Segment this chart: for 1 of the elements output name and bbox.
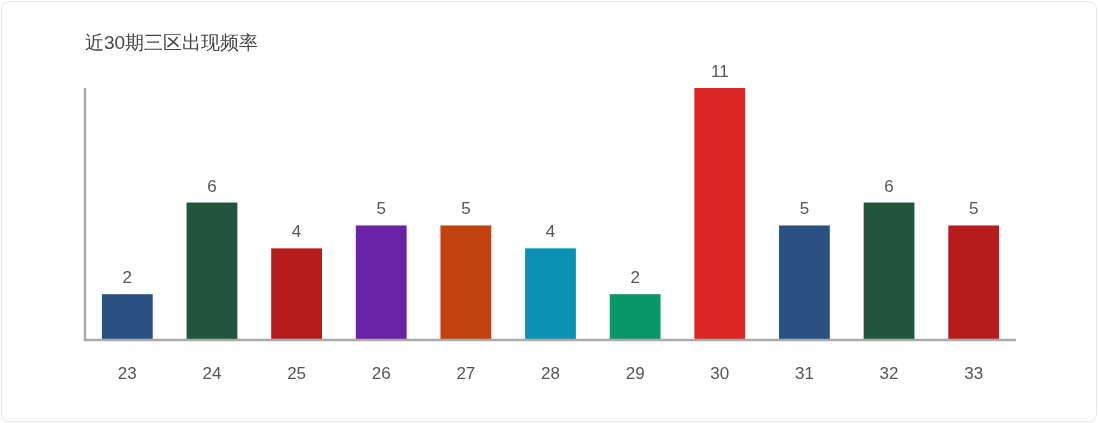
title: 近30期三区出现频率 [85, 32, 259, 53]
